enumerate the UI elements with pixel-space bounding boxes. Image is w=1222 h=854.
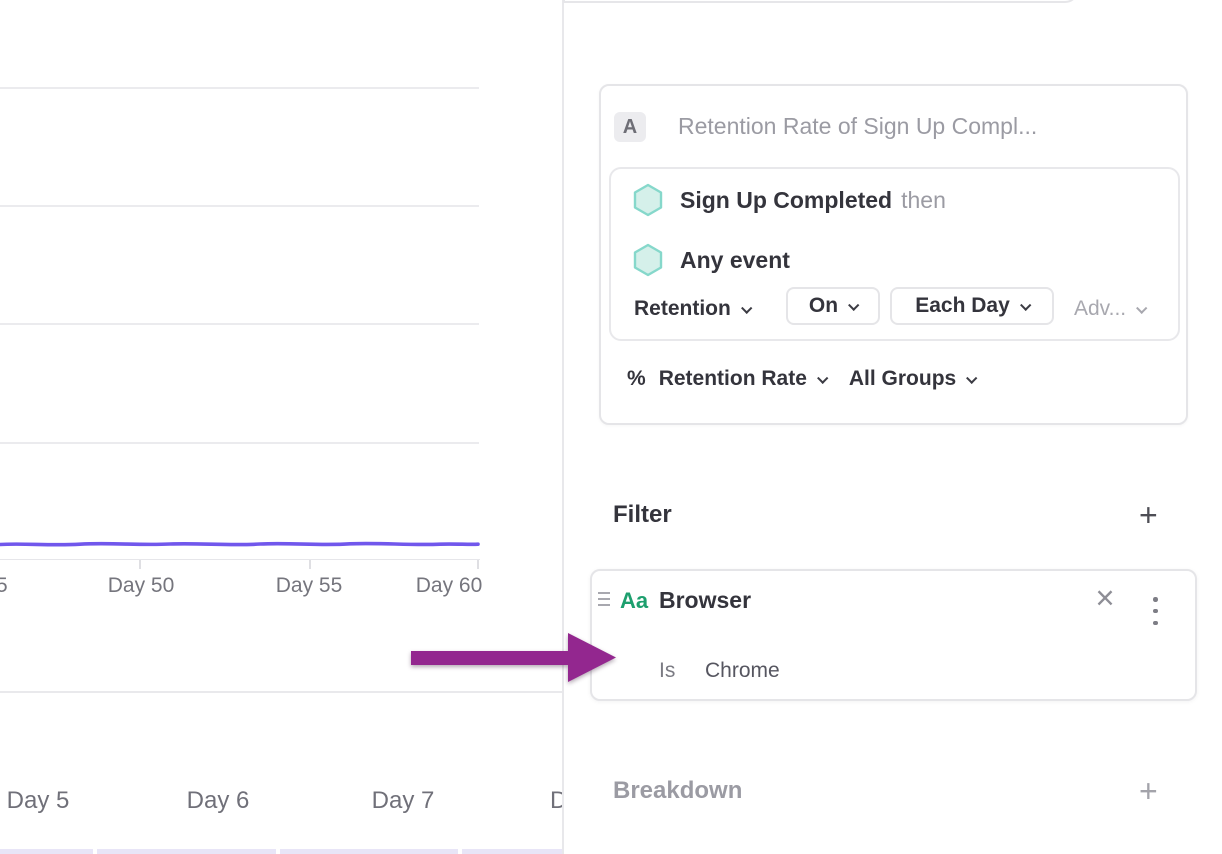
chevron-down-icon (816, 372, 829, 384)
chevron-down-icon (1136, 302, 1148, 314)
first-event-row[interactable]: Sign Up Completed then (632, 183, 946, 217)
chevron-down-icon (740, 302, 753, 314)
x-axis-label: Day 50 (107, 574, 175, 597)
event-hexagon-icon (633, 243, 663, 277)
retention-chart-panel: 5 Day 50 Day 55 Day 60 Day 5 Day 6 Day 7… (0, 0, 563, 854)
kebab-menu-icon[interactable] (1153, 597, 1158, 625)
metric-dropdown[interactable]: Retention Rate (658, 367, 829, 391)
filter-operator-dropdown[interactable]: Is (659, 659, 676, 682)
event-suffix: then (901, 186, 946, 213)
second-event-row[interactable]: Any event (632, 243, 790, 277)
property-type-icon: Aa (620, 588, 649, 613)
retention-table-cell (97, 849, 276, 854)
add-breakdown-button[interactable]: + (1139, 773, 1158, 809)
filter-value-dropdown[interactable]: Chrome (705, 659, 780, 682)
retention-line-series (0, 541, 480, 547)
event-name[interactable]: Any event (680, 246, 790, 273)
panel-divider (562, 0, 564, 854)
gridline (0, 323, 479, 325)
retention-table-header: Day 7 (371, 787, 435, 814)
retention-table-header: Day 6 (186, 787, 250, 814)
add-filter-button[interactable]: + (1139, 497, 1158, 533)
dropdown-label: Retention (634, 297, 731, 320)
axis-tick (309, 560, 311, 569)
event-selection-card: Sign Up Completed then Any event Retenti… (609, 167, 1180, 341)
retention-table-header: Day 5 (6, 787, 70, 814)
dropdown-label: Retention Rate (658, 367, 807, 390)
dropdown-label: Adv... (1074, 297, 1127, 320)
series-badge: A (614, 112, 646, 142)
x-axis-label: Day 60 (415, 574, 483, 597)
dropdown-label: On (808, 294, 839, 317)
advanced-dropdown[interactable]: Adv... (1074, 290, 1148, 328)
percent-icon: % (627, 367, 646, 390)
gridline (0, 87, 479, 89)
filter-property-dropdown[interactable]: Browser (659, 587, 752, 613)
chevron-down-icon (1019, 299, 1032, 311)
event-name[interactable]: Sign Up Completed (680, 186, 893, 213)
x-axis-label: Day 55 (275, 574, 343, 597)
retention-table-cell (280, 849, 458, 854)
close-icon[interactable]: × (1095, 579, 1115, 616)
retention-type-dropdown[interactable]: Retention (634, 290, 753, 328)
chevron-down-icon (966, 372, 978, 384)
x-axis-label-clipped: 5 (0, 574, 8, 597)
gridline (0, 205, 479, 207)
clipped-top-card (563, 0, 1079, 3)
drag-handle-icon[interactable] (598, 592, 610, 606)
granularity-dropdown[interactable]: Each Day (890, 287, 1054, 325)
metric-row: % Retention Rate All Groups (627, 364, 978, 394)
breakdown-section-heading: Breakdown (613, 777, 743, 804)
section-divider (0, 691, 563, 693)
filter-section-heading: Filter (613, 501, 672, 528)
dropdown-label: Each Day (915, 294, 1010, 317)
groups-dropdown[interactable]: All Groups (848, 367, 978, 391)
retention-table-cell (462, 849, 563, 854)
retention-query-card: A Retention Rate of Sign Up Compl... Sig… (599, 84, 1188, 425)
axis-tick (477, 560, 479, 569)
retention-table-header-clipped: D (550, 787, 563, 814)
chevron-down-icon (848, 299, 860, 311)
series-title-input[interactable]: Retention Rate of Sign Up Compl... (678, 113, 1038, 139)
dropdown-label: All Groups (848, 367, 957, 390)
gridline (0, 442, 479, 444)
axis-tick (139, 560, 141, 569)
retention-table-cell (0, 849, 93, 854)
filter-card: Aa Browser × Is Chrome (590, 569, 1197, 701)
x-axis-line (0, 559, 480, 560)
on-dropdown[interactable]: On (786, 287, 880, 325)
event-hexagon-icon (633, 183, 663, 217)
